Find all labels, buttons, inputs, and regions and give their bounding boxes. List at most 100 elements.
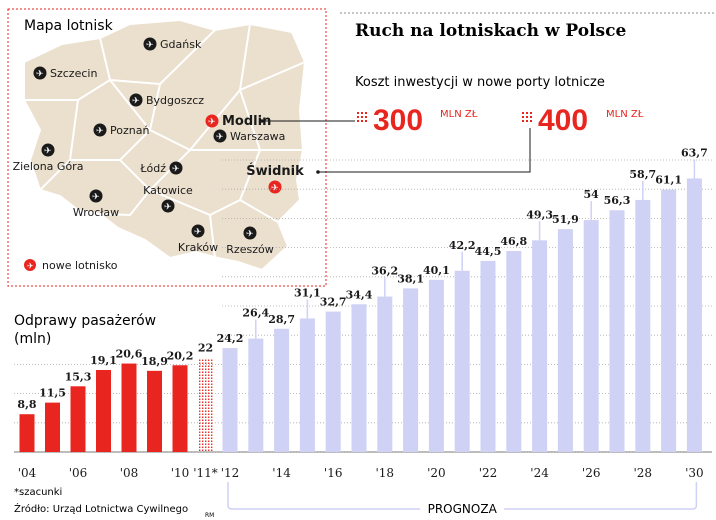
estimate-dot	[205, 416, 207, 418]
y-axis-label-line2: (mln)	[14, 331, 51, 347]
estimate-dot	[202, 374, 204, 376]
forecast-label-bg	[420, 502, 505, 516]
x-tick-2006: '06	[69, 466, 88, 480]
value-label-2030: 63,7	[681, 146, 708, 159]
airport-katowice-icon	[161, 199, 175, 213]
estimate-dot	[208, 383, 210, 385]
airport--d--icon	[169, 161, 183, 175]
estimate-dot	[202, 422, 204, 424]
estimate-dot	[211, 443, 213, 445]
bar-2020	[428, 279, 444, 452]
x-tick-2028: '28	[634, 466, 653, 480]
estimate-dot	[211, 404, 213, 406]
estimate-dot	[211, 359, 213, 361]
airport-bydgoszcz-label: Bydgoszcz	[146, 94, 204, 107]
estimate-dot	[211, 416, 213, 418]
estimate-dot	[208, 371, 210, 373]
estimate-dot	[199, 431, 201, 433]
estimate-dot	[211, 407, 213, 409]
bar-2005	[45, 402, 60, 452]
x-tick-2018: '18	[376, 466, 395, 480]
estimate-dot	[199, 410, 201, 412]
estimate-dot	[199, 434, 201, 436]
estimate-dot	[202, 395, 204, 397]
estimate-dot	[211, 431, 213, 433]
cost-subtitle: Koszt inwestycji w nowe porty lotnicze	[355, 75, 605, 90]
estimate-dot	[211, 392, 213, 394]
estimate-dot	[202, 377, 204, 379]
estimate-dot	[211, 362, 213, 364]
estimate-dot	[202, 446, 204, 448]
value-label-2020: 40,1	[423, 264, 450, 277]
x-tick-2030: '30	[685, 466, 704, 480]
plane-icon: ✈	[132, 97, 140, 107]
value-label-2009: 18,9	[141, 355, 168, 368]
estimate-dot	[202, 413, 204, 415]
swidnik-connector-dot	[316, 170, 320, 174]
estimate-dot	[208, 407, 210, 409]
estimate-dot	[199, 401, 201, 403]
estimate-dot	[202, 368, 204, 370]
estimate-dot	[208, 395, 210, 397]
estimate-dot	[202, 365, 204, 367]
cost-swidnik-unit: MLN ZŁ	[606, 109, 644, 120]
estimate-dot	[199, 404, 201, 406]
estimate-dot	[211, 446, 213, 448]
plane-icon: ✈	[271, 184, 279, 194]
estimate-dot	[211, 437, 213, 439]
bar-2024	[532, 240, 548, 452]
estimate-dot	[208, 440, 210, 442]
x-tick-labels: '04 '06 '08 '10'11* '12 '14 '16 '18 '20 '22 '24 '26…	[18, 466, 704, 480]
estimate-dot	[202, 380, 204, 382]
estimate-dot	[205, 377, 207, 379]
bar-2010	[172, 365, 188, 452]
map-legend: ✈ nowe lotnisko	[24, 259, 118, 272]
estimate-dot	[199, 392, 201, 394]
airport-krak-w-label: Kraków	[178, 241, 218, 254]
estimate-dot	[199, 362, 201, 364]
estimate-dot	[205, 386, 207, 388]
estimate-dot	[208, 449, 210, 451]
source: Źródło: Urząd Lotnictwa Cywilnego	[14, 502, 188, 515]
plane-icon: ✈	[164, 203, 172, 213]
x-tick-2022: '22	[479, 466, 498, 480]
estimate-dot	[208, 401, 210, 403]
value-label-2022: 44,5	[475, 245, 502, 258]
bar-2018	[377, 296, 393, 452]
plane-icon: ✈	[194, 228, 202, 238]
estimate-dot	[202, 434, 204, 436]
estimate-dot	[208, 431, 210, 433]
estimate-dot	[211, 449, 213, 451]
modlin-connector-dot	[260, 119, 264, 123]
plane-glyph-icon: ✈	[27, 262, 34, 271]
bar-2004	[19, 414, 35, 452]
estimate-dot	[211, 395, 213, 397]
airport-rzesz-w-icon	[243, 226, 257, 240]
estimate-dot	[205, 446, 207, 448]
bar-2017	[351, 304, 367, 452]
map-legend-label: nowe lotnisko	[42, 259, 118, 272]
airport-wroc-aw-label: Wrocław	[73, 206, 119, 219]
plane-icon: ✈	[96, 127, 104, 137]
estimate-dot	[205, 362, 207, 364]
estimate-dot	[202, 428, 204, 430]
x-tick-2014: '14	[272, 466, 291, 480]
estimate-dot	[205, 422, 207, 424]
plane-icon: ✈	[92, 193, 100, 203]
bar-2007	[96, 369, 111, 452]
airport-rzesz-w-label: Rzeszów	[226, 243, 273, 256]
estimate-dot	[208, 404, 210, 406]
estimate-dot	[202, 419, 204, 421]
footnote: *szacunki	[14, 487, 62, 498]
value-label-2017: 34,4	[346, 288, 373, 301]
estimate-dot	[202, 440, 204, 442]
estimate-dot	[199, 422, 201, 424]
estimate-dot	[202, 404, 204, 406]
x-tick-2024: '24	[530, 466, 549, 480]
estimate-dot	[199, 428, 201, 430]
estimate-dot	[202, 410, 204, 412]
estimate-dot	[211, 425, 213, 427]
x-tick-2012: '12	[221, 466, 240, 480]
cost-modlin: 300 MLN ZŁ	[357, 104, 478, 137]
map-panel: Mapa lotnisk ✈ Gdańsk✈ Szczecin✈ Bydgoszcz✈…	[7, 8, 327, 287]
